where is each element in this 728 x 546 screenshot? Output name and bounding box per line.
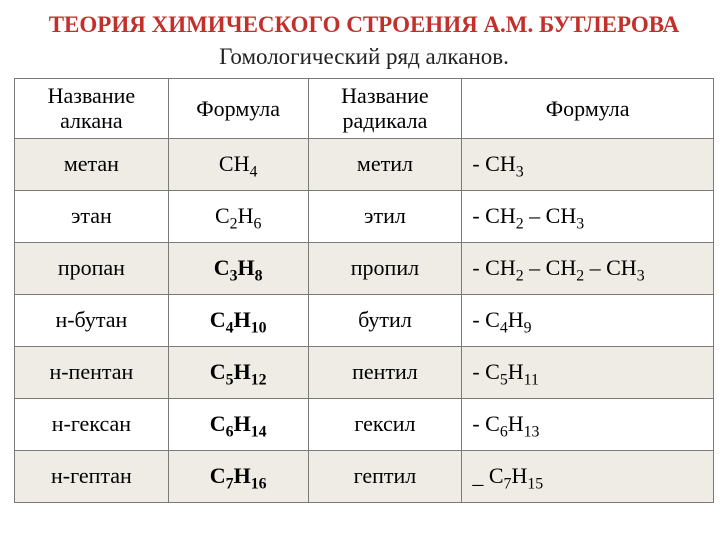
table-row: н-гептанC7H16гептил_ C7H15 [15,450,714,502]
alkane-formula-cell: C7H16 [168,450,308,502]
radical-formula-cell: - CH2 – CH3 [462,190,714,242]
alkane-formula-cell: C5H12 [168,346,308,398]
page: ТЕОРИЯ ХИМИЧЕСКОГО СТРОЕНИЯ А.М. БУТЛЕРО… [0,0,728,546]
col-header-alkane-name: Название алкана [15,79,169,139]
radical-formula-cell: _ C7H15 [462,450,714,502]
alkane-name-cell: этан [15,190,169,242]
page-title: ТЕОРИЯ ХИМИЧЕСКОГО СТРОЕНИЯ А.М. БУТЛЕРО… [14,12,714,38]
table-row: пропанC3H8пропил- CH2 – CH2 – CH3 [15,242,714,294]
col-header-radical-formula: Формула [462,79,714,139]
alkane-name-cell: н-пентан [15,346,169,398]
radical-name-cell: гексил [308,398,462,450]
table-row: метанCH4метил- CH3 [15,138,714,190]
table-row: н-пентанC5H12пентил- C5H11 [15,346,714,398]
table-row: этанC2H6этил- CH2 – CH3 [15,190,714,242]
radical-formula-cell: - CH2 – CH2 – CH3 [462,242,714,294]
alkane-name-cell: н-бутан [15,294,169,346]
radical-name-cell: пропил [308,242,462,294]
table-body: метанCH4метил- CH3этанC2H6этил- CH2 – CH… [15,138,714,502]
radical-name-cell: этил [308,190,462,242]
col-header-radical-name: Название радикала [308,79,462,139]
radical-formula-cell: - C5H11 [462,346,714,398]
page-subtitle: Гомологический ряд алканов. [14,44,714,70]
table-row: н-гексанC6H14гексил- C6H13 [15,398,714,450]
alkane-formula-cell: C3H8 [168,242,308,294]
alkanes-table: Название алкана Формула Название радикал… [14,78,714,503]
radical-name-cell: бутил [308,294,462,346]
table-header-row: Название алкана Формула Название радикал… [15,79,714,139]
radical-formula-cell: - CH3 [462,138,714,190]
alkane-name-cell: метан [15,138,169,190]
alkane-formula-cell: C4H10 [168,294,308,346]
radical-name-cell: пентил [308,346,462,398]
table-row: н-бутанC4H10бутил- C4H9 [15,294,714,346]
radical-formula-cell: - C4H9 [462,294,714,346]
alkane-formula-cell: CH4 [168,138,308,190]
alkane-formula-cell: C2H6 [168,190,308,242]
alkane-formula-cell: C6H14 [168,398,308,450]
col-header-formula: Формула [168,79,308,139]
alkane-name-cell: н-гептан [15,450,169,502]
radical-formula-cell: - C6H13 [462,398,714,450]
radical-name-cell: гептил [308,450,462,502]
alkane-name-cell: н-гексан [15,398,169,450]
radical-name-cell: метил [308,138,462,190]
alkane-name-cell: пропан [15,242,169,294]
